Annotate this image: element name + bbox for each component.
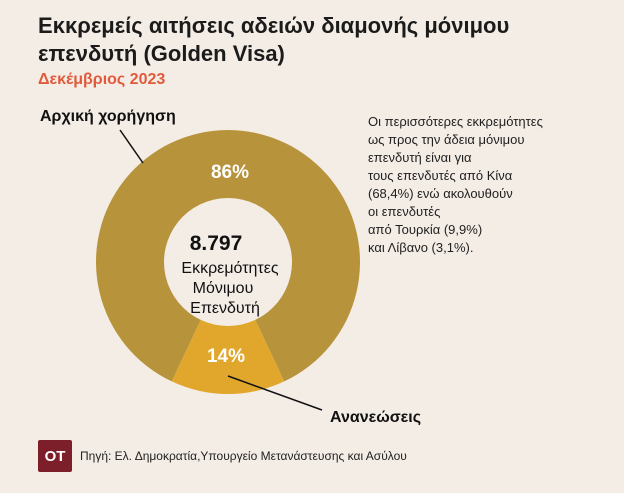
category-label-initial: Αρχική χορήγηση xyxy=(40,108,176,125)
center-label-line-3: Επενδυτή xyxy=(190,300,260,317)
category-label-renewal: Ανανεώσεις xyxy=(330,409,422,426)
slice-value-label-renewal: 14% xyxy=(207,346,245,367)
footer: OT Πηγή: Ελ. Δημοκρατία,Υπουργείο Μετανά… xyxy=(38,440,407,472)
chart-subtitle: Δεκέμβριος 2023 xyxy=(38,71,166,88)
source-text: Πηγή: Ελ. Δημοκρατία,Υπουργείο Μετανάστε… xyxy=(80,449,407,463)
slice-renewal xyxy=(171,319,285,394)
annotation-note: Οι περισσότερες εκκρεμότητες ως προς την… xyxy=(368,114,543,255)
slice-initial xyxy=(95,130,361,382)
chart-title: Εκκρεμείς αιτήσεις αδειών διαμονής μόνιμ… xyxy=(38,13,510,66)
leader-line-renewal xyxy=(227,375,323,411)
center-value: 8.797 xyxy=(190,232,243,255)
leader-line-initial xyxy=(119,129,144,164)
slice-value-label-initial: 86% xyxy=(211,162,249,183)
ot-logo: OT xyxy=(38,440,72,472)
center-label-line-1: Εκκρεμότητες xyxy=(181,260,278,277)
center-label-line-2: Μόνιμου xyxy=(193,280,254,297)
